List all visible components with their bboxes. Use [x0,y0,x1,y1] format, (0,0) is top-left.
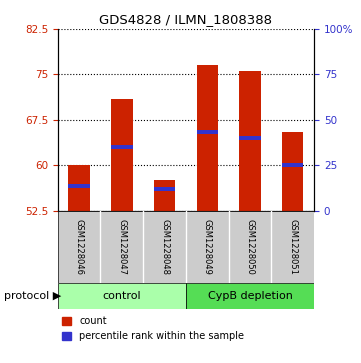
FancyBboxPatch shape [58,283,186,309]
FancyBboxPatch shape [186,283,314,309]
Text: GSM1228050: GSM1228050 [245,219,255,275]
Bar [111,145,132,149]
Text: protocol ▶: protocol ▶ [4,291,61,301]
Title: GDS4828 / ILMN_1808388: GDS4828 / ILMN_1808388 [99,13,273,26]
Text: GSM1228048: GSM1228048 [160,219,169,275]
FancyBboxPatch shape [58,211,314,283]
Text: control: control [103,291,141,301]
Text: GSM1228049: GSM1228049 [203,219,212,275]
Bar [239,136,261,140]
Text: CypB depletion: CypB depletion [208,291,292,301]
Bar [282,132,303,211]
Bar [154,180,175,211]
Text: GSM1228051: GSM1228051 [288,219,297,275]
Text: GSM1228047: GSM1228047 [117,219,126,275]
Text: GSM1228046: GSM1228046 [75,219,84,275]
Bar [197,130,218,134]
Legend: count, percentile rank within the sample: count, percentile rank within the sample [58,312,248,345]
Bar [282,163,303,167]
Bar [154,187,175,192]
Bar [69,184,90,188]
Bar [197,65,218,211]
Bar [111,99,132,211]
Bar [239,72,261,211]
Bar [69,165,90,211]
